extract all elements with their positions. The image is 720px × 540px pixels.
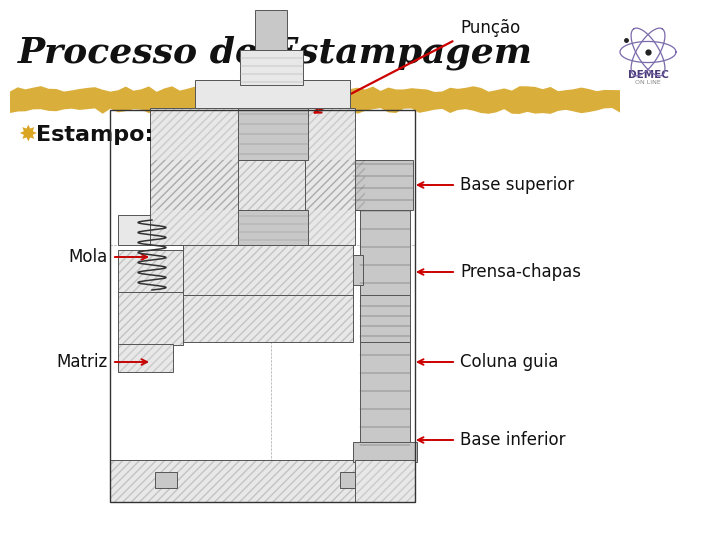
Text: Processo de Estampagem: Processo de Estampagem bbox=[18, 35, 533, 70]
Bar bbox=[360, 295, 410, 342]
Bar bbox=[155, 472, 177, 488]
Bar bbox=[118, 292, 183, 345]
Text: ✸: ✸ bbox=[18, 125, 37, 145]
Bar bbox=[110, 110, 415, 502]
Bar bbox=[118, 250, 183, 292]
Bar bbox=[238, 108, 308, 160]
Text: Base superior: Base superior bbox=[460, 176, 575, 194]
Bar bbox=[118, 215, 183, 245]
Text: Matriz: Matriz bbox=[57, 353, 108, 371]
Bar bbox=[150, 160, 365, 210]
Bar bbox=[360, 200, 410, 460]
Bar bbox=[355, 460, 415, 502]
Bar bbox=[356, 460, 414, 480]
Text: Base inferior: Base inferior bbox=[460, 431, 565, 449]
Bar bbox=[353, 255, 363, 285]
Text: ON LINE: ON LINE bbox=[635, 80, 661, 85]
Bar bbox=[183, 245, 353, 295]
Bar bbox=[240, 50, 303, 85]
Bar bbox=[118, 344, 173, 372]
Text: Prensa-chapas: Prensa-chapas bbox=[460, 263, 581, 281]
Bar bbox=[340, 472, 362, 488]
Polygon shape bbox=[10, 86, 620, 114]
Bar bbox=[355, 460, 415, 502]
Bar bbox=[305, 108, 355, 245]
Bar bbox=[353, 442, 417, 462]
Bar bbox=[150, 160, 365, 210]
Text: Mola: Mola bbox=[68, 248, 108, 266]
Text: DEMEC: DEMEC bbox=[628, 70, 668, 80]
Bar bbox=[183, 245, 353, 295]
Bar bbox=[238, 210, 308, 245]
Bar bbox=[305, 108, 355, 245]
Bar bbox=[118, 344, 173, 372]
Text: Punção: Punção bbox=[460, 19, 521, 37]
Text: Estampo:: Estampo: bbox=[36, 125, 153, 145]
Bar bbox=[150, 108, 238, 245]
Bar bbox=[195, 80, 350, 108]
Bar bbox=[110, 460, 410, 502]
Text: Coluna guia: Coluna guia bbox=[460, 353, 559, 371]
Bar bbox=[118, 250, 183, 292]
Bar bbox=[183, 295, 353, 342]
Bar bbox=[183, 295, 353, 342]
Bar bbox=[118, 292, 183, 345]
Bar bbox=[110, 460, 410, 502]
Bar bbox=[353, 160, 413, 210]
Bar bbox=[255, 10, 287, 50]
Bar bbox=[150, 108, 238, 245]
